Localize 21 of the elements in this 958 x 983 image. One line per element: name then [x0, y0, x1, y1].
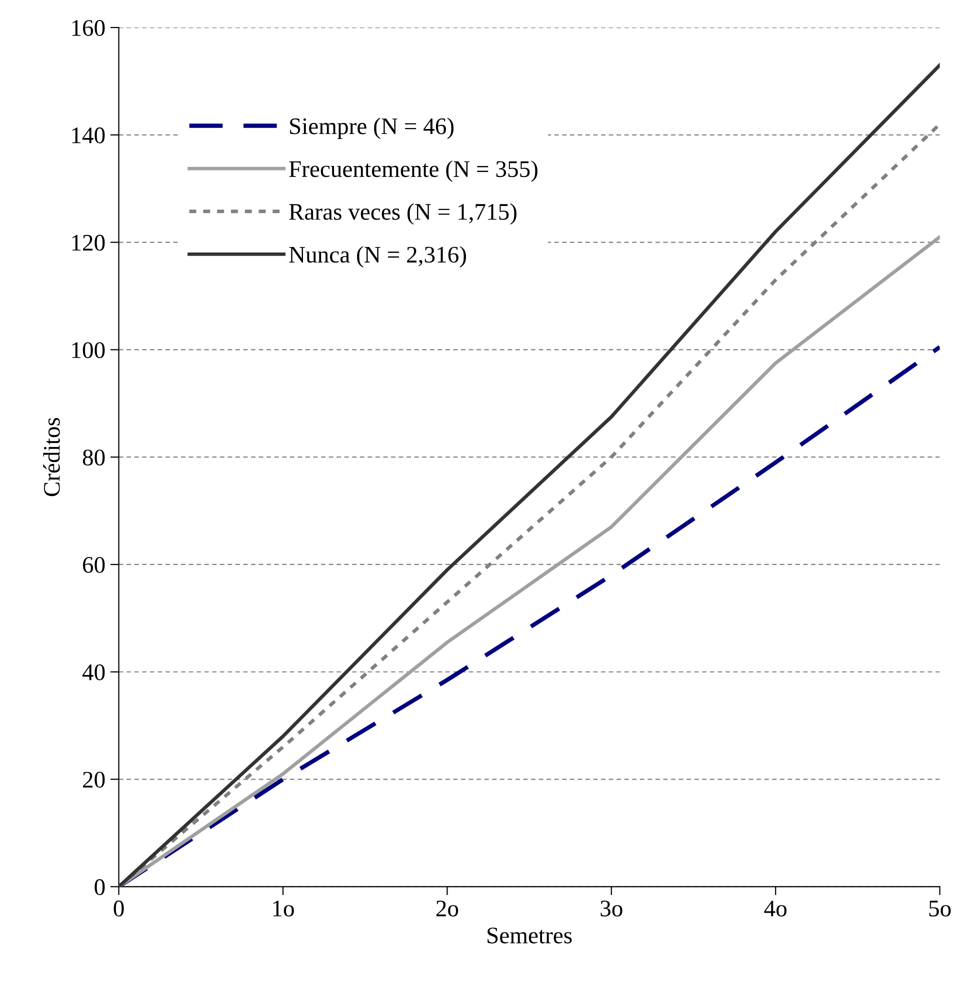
y-tick-label: 0 — [94, 879, 105, 896]
x-axis-title: Semetres — [488, 928, 572, 944]
x-tick-label: 2o — [436, 900, 458, 916]
x-tick-label: 3o — [600, 900, 622, 916]
x-tick-label: 5o — [929, 900, 951, 916]
y-tick-label: 160 — [72, 20, 105, 36]
y-axis-title: Créditos — [43, 418, 60, 496]
x-tick-label: 1o — [273, 900, 294, 916]
y-tick-label: 20 — [83, 772, 105, 788]
x-tick-label: 0 — [114, 900, 124, 916]
y-tick-label: 100 — [72, 342, 105, 358]
y-tick-label: 120 — [72, 234, 105, 251]
y-tick-label: 140 — [72, 127, 105, 144]
y-tick-label: 40 — [82, 664, 105, 680]
legend-label: Nunca (N = 2,316) — [289, 246, 466, 268]
x-tick-label: 4o — [764, 900, 786, 916]
y-tick-label: 80 — [82, 450, 105, 466]
legend-label: Siempre (N = 46) — [290, 118, 454, 140]
legend-label: Raras veces (N = 1,715) — [289, 203, 516, 225]
legend-label: Frecuentemente (N = 355) — [289, 160, 538, 182]
y-tick-label: 60 — [83, 556, 105, 573]
